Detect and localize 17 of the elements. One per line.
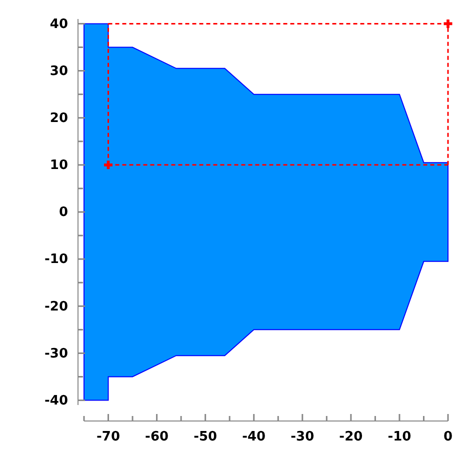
y-tick-label: 30 bbox=[50, 64, 68, 79]
x-tick-label: 0 bbox=[443, 430, 453, 445]
x-tick-label: -30 bbox=[290, 430, 314, 445]
y-tick-label: 0 bbox=[58, 205, 68, 220]
y-tick-label: -30 bbox=[44, 346, 68, 362]
y-tick-label: 40 bbox=[50, 16, 68, 32]
x-tick-label: -40 bbox=[242, 430, 266, 445]
y-tick-label: -20 bbox=[44, 299, 68, 314]
y-tick-label: 20 bbox=[50, 111, 68, 126]
y-tick-label: -10 bbox=[44, 252, 68, 268]
y-tick-label: 10 bbox=[50, 158, 68, 174]
x-tick-label: -10 bbox=[388, 430, 412, 445]
y-tick-label: -40 bbox=[44, 393, 68, 408]
x-tick-label: -70 bbox=[96, 430, 120, 445]
x-tick-label: -20 bbox=[339, 430, 363, 445]
x-tick-label: -60 bbox=[145, 430, 169, 445]
x-tick-label: -50 bbox=[194, 430, 218, 445]
